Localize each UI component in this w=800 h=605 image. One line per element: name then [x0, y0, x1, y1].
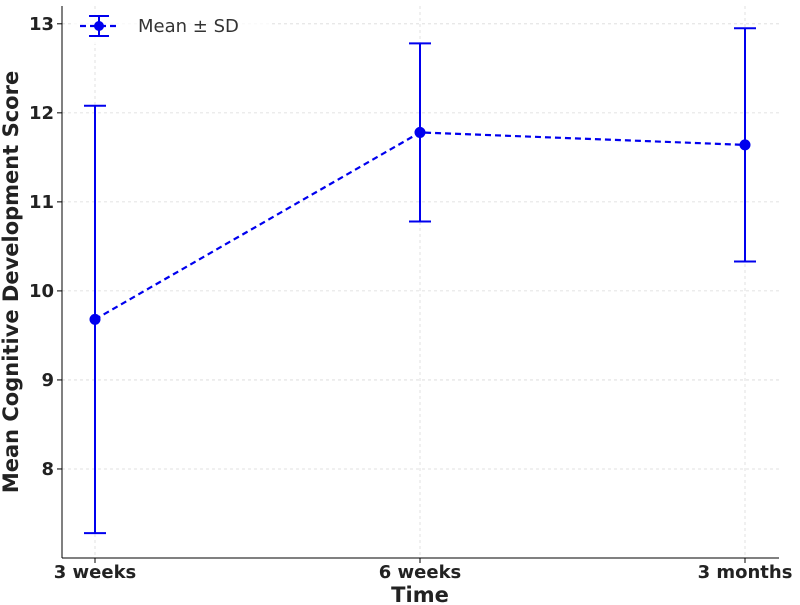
series: [84, 27, 756, 535]
y-tick-label: 8: [41, 459, 54, 480]
legend: Mean ± SD: [72, 10, 272, 44]
x-axis-title: Time: [391, 583, 449, 605]
y-tick-label: 11: [29, 192, 54, 213]
legend-label: Mean ± SD: [138, 16, 239, 37]
x-tick-label: 6 weeks: [379, 562, 462, 583]
y-tick-label: 12: [29, 103, 54, 124]
x-tick-label: 3 weeks: [54, 562, 137, 583]
x-tick-label: 3 months: [698, 562, 793, 583]
legend-marker-sample: [94, 21, 104, 31]
y-tick-labels: 8 9 10 11 12 13: [29, 14, 62, 480]
data-point: [89, 313, 101, 325]
y-axis-title: Mean Cognitive Development Score: [0, 71, 23, 493]
y-tick-label: 9: [41, 370, 54, 391]
data-point: [414, 126, 426, 138]
x-tick-labels: 3 weeks 6 weeks 3 months: [54, 558, 793, 583]
data-point: [739, 139, 751, 151]
y-tick-label: 10: [29, 281, 54, 302]
y-tick-label: 13: [29, 14, 54, 35]
